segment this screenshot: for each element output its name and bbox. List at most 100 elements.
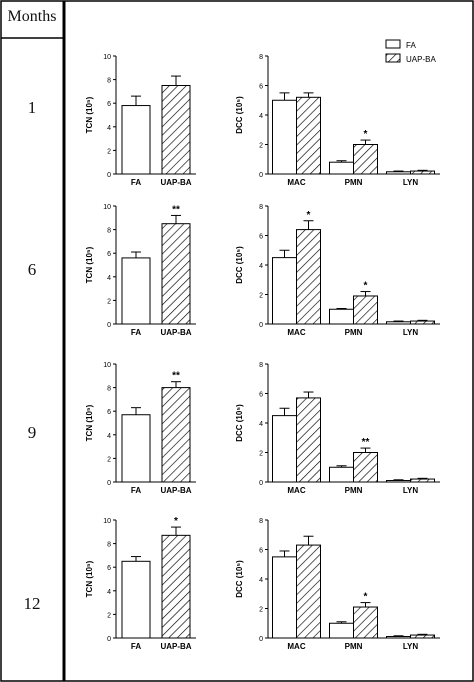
chart5-x-tick-label: PMN — [345, 486, 363, 495]
chart6-y-tick-label: 8 — [107, 542, 111, 549]
chart7-y-tick-label: 8 — [259, 518, 263, 525]
chart0-bar-uap-ba — [161, 85, 191, 175]
chart2-y-tick-label: 2 — [107, 298, 111, 305]
chart3-y-tick-label: 0 — [259, 322, 263, 329]
chart7-bar-pmn-uap-ba — [353, 606, 378, 639]
chart2-x-tick-label: FA — [131, 328, 141, 337]
chart5-y-axis-label: DCC (10⁵) — [235, 404, 244, 442]
chart7-bar-lyn-fa — [386, 636, 411, 639]
chart3-x-tick-label: PMN — [345, 328, 363, 337]
chart1-bar-pmn-uap-ba — [353, 144, 378, 175]
chart0-y-tick-label: 2 — [107, 148, 111, 155]
chart6-y-tick-label: 6 — [107, 565, 111, 572]
chart7-y-axis-label: DCC (10⁵) — [235, 560, 244, 598]
chart5-bar-lyn-uap-ba — [410, 478, 435, 483]
chart7-significance-mark: * — [364, 592, 368, 603]
chart5-bar-pmn-fa — [329, 466, 354, 483]
chart2-y-tick-label: 10 — [103, 204, 111, 211]
chart0-y-tick-label: 8 — [107, 78, 111, 85]
chart3-x-tick-label: LYN — [403, 328, 418, 337]
chart6-x-tick-label: FA — [131, 642, 141, 651]
chart5-y-tick-label: 8 — [259, 362, 263, 369]
chart2-y-tick-label: 8 — [107, 228, 111, 235]
chart1-y-tick-label: 0 — [259, 172, 263, 179]
chart4-y-tick-label: 0 — [107, 480, 111, 487]
chart0-y-axis-label: TCN (10⁵) — [85, 96, 94, 133]
chart1-bar-lyn-uap-ba — [410, 170, 435, 175]
chart4-y-tick-label: 10 — [103, 362, 111, 369]
chart0-x-tick-label: UAP-BA — [160, 178, 191, 187]
chart3-y-axis-label: DCC (10⁵) — [235, 246, 244, 284]
legend-label-fa: FA — [406, 41, 416, 50]
chart1-y-tick-label: 2 — [259, 143, 263, 150]
months-header: Months — [7, 8, 57, 25]
chart6-x-tick-label: UAP-BA — [160, 642, 191, 651]
chart4-y-tick-label: 2 — [107, 456, 111, 463]
chart5-x-tick-label: LYN — [403, 486, 418, 495]
chart1-x-tick-label: PMN — [345, 178, 363, 187]
chart3-y-tick-label: 8 — [259, 204, 263, 211]
chart5-significance-mark: ** — [362, 437, 370, 448]
chart1-y-axis-label: DCC (10⁵) — [235, 96, 244, 134]
chart6-y-tick-label: 2 — [107, 612, 111, 619]
chart1-y-tick-label: 6 — [259, 84, 263, 91]
chart7-y-tick-label: 2 — [259, 607, 263, 614]
chart5-bar-mac-fa — [272, 415, 297, 483]
chart5-bar-lyn-fa — [386, 480, 411, 483]
chart7-bar-lyn-uap-ba — [410, 634, 435, 639]
chart7-bar-mac-fa — [272, 556, 297, 639]
chart1-bar-pmn-fa — [329, 161, 354, 175]
chart0-y-tick-label: 0 — [107, 172, 111, 179]
legend-swatch-uap — [385, 53, 401, 63]
chart1-x-tick-label: LYN — [403, 178, 418, 187]
chart5-x-tick-label: MAC — [287, 486, 305, 495]
month-label-6: 6 — [27, 260, 37, 279]
chart3-y-tick-label: 6 — [259, 234, 263, 241]
chart4-significance-mark: ** — [172, 371, 180, 382]
chart7-x-tick-label: LYN — [403, 642, 418, 651]
chart7-x-tick-label: MAC — [287, 642, 305, 651]
chart3-significance-mark: * — [307, 210, 311, 221]
chart5-y-tick-label: 2 — [259, 451, 263, 458]
chart2-bar-uap-ba — [161, 223, 191, 325]
chart4-y-tick-label: 6 — [107, 409, 111, 416]
charts-layer: 0 2 4 6 8 10 TCN (10⁵) FA UAP-BA 0 2 4 6 8 DCC (10⁵) MA… — [85, 54, 440, 651]
chart1-bar-mac-fa — [272, 99, 297, 175]
chart5-y-tick-label: 6 — [259, 392, 263, 399]
chart7-y-tick-label: 6 — [259, 548, 263, 555]
chart1-significance-mark: * — [364, 129, 368, 140]
chart2-y-tick-label: 0 — [107, 322, 111, 329]
legend-label-uap: UAP-BA — [406, 55, 436, 64]
chart3-bar-pmn-uap-ba — [353, 295, 378, 325]
month-label-9: 9 — [27, 423, 37, 442]
chart3-bar-pmn-fa — [329, 308, 354, 325]
chart7-x-tick-label: PMN — [345, 642, 363, 651]
chart6-y-tick-label: 10 — [103, 518, 111, 525]
chart4-bar-fa — [121, 414, 151, 483]
chart3-y-tick-label: 4 — [259, 263, 263, 270]
chart4-bar-uap-ba — [161, 387, 191, 483]
chart5-bar-pmn-uap-ba — [353, 452, 378, 483]
chart0-y-tick-label: 10 — [103, 54, 111, 61]
chart1-bar-lyn-fa — [386, 171, 411, 175]
legend: FA UAP-BA — [385, 39, 436, 64]
chart4-y-axis-label: TCN (10⁵) — [85, 404, 94, 441]
chart4-y-tick-label: 8 — [107, 386, 111, 393]
chart0-y-tick-label: 4 — [107, 125, 111, 132]
chart3-bar-mac-fa — [272, 257, 297, 325]
chart3-x-tick-label: MAC — [287, 328, 305, 337]
chart3-bar-lyn-fa — [386, 321, 411, 325]
chart2-y-tick-label: 6 — [107, 251, 111, 258]
chart7-y-tick-label: 0 — [259, 636, 263, 643]
month-label-12: 12 — [23, 594, 41, 613]
chart2-y-axis-label: TCN (10⁵) — [85, 246, 94, 283]
chart1-y-tick-label: 8 — [259, 54, 263, 61]
chart7-y-tick-label: 4 — [259, 577, 263, 584]
chart5-y-tick-label: 0 — [259, 480, 263, 487]
chart1-x-tick-label: MAC — [287, 178, 305, 187]
chart0-x-tick-label: FA — [131, 178, 141, 187]
chart3-y-tick-label: 2 — [259, 293, 263, 300]
